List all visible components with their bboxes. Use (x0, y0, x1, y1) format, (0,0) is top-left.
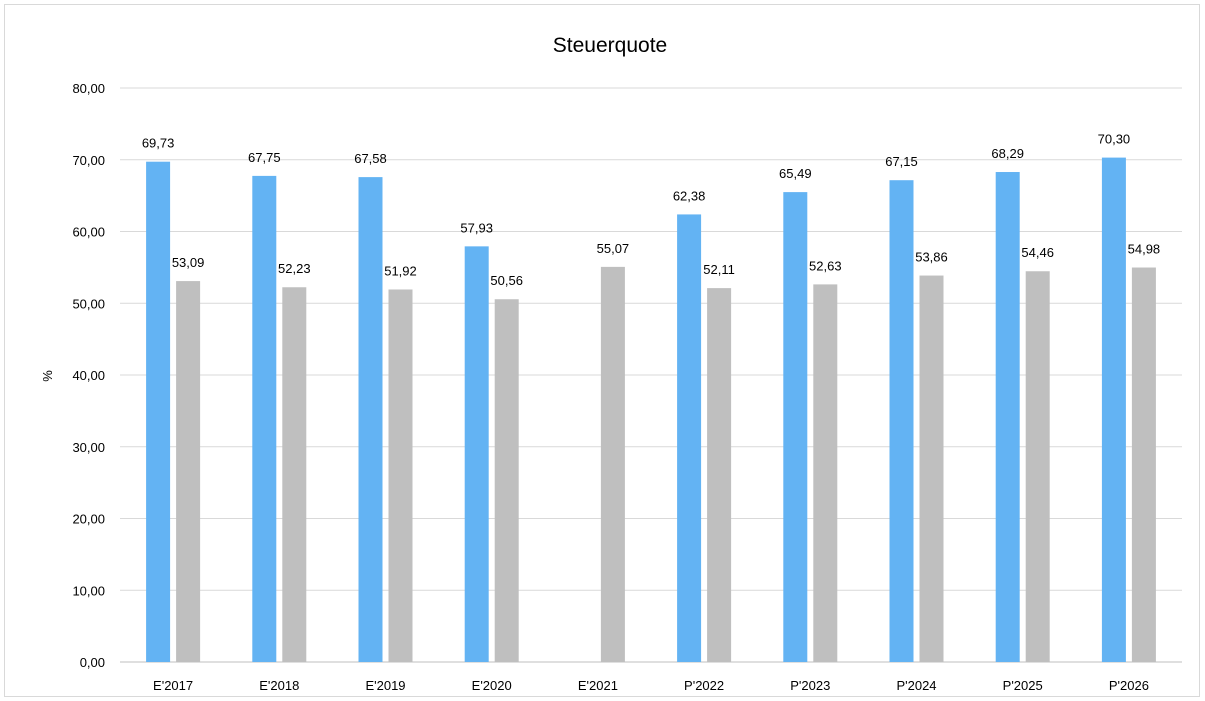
bar-series-1 (146, 161, 171, 662)
data-label: 70,30 (1098, 132, 1131, 147)
bar-series-2 (1025, 271, 1050, 662)
bar-series-1 (358, 177, 383, 662)
bar-series-1 (1101, 157, 1126, 662)
data-label: 53,09 (172, 255, 205, 270)
data-label: 69,73 (142, 136, 175, 151)
bar-series-1 (889, 180, 914, 663)
x-tick-label: P'2022 (684, 678, 724, 693)
bar-series-2 (176, 281, 201, 662)
bar-series-2 (1131, 267, 1156, 662)
data-label: 54,98 (1128, 242, 1161, 257)
x-tick-label: E'2018 (259, 678, 299, 693)
bar-series-1 (252, 175, 277, 663)
data-label: 53,86 (915, 250, 948, 265)
data-label: 52,23 (278, 261, 311, 276)
bar-series-2 (919, 275, 944, 662)
bar-series-2 (388, 289, 413, 662)
y-tick-label: 10,00 (72, 583, 105, 598)
bar-series-1 (995, 172, 1020, 662)
data-labels: 69,73 53,09 67,75 52,23 67,58 51,92 57,93 50,56… (142, 132, 1160, 289)
x-tick-label: P'2023 (790, 678, 830, 693)
data-label: 57,93 (460, 220, 493, 235)
data-label: 51,92 (384, 263, 417, 278)
bar-series-2 (600, 266, 625, 662)
bar-series-2 (282, 287, 307, 662)
data-label: 68,29 (991, 146, 1024, 161)
data-label: 67,58 (354, 151, 387, 166)
x-tick-label: P'2025 (1003, 678, 1043, 693)
y-tick-label: 0,00 (80, 655, 105, 670)
gridlines (120, 87, 1182, 663)
bar-series-1 (783, 192, 808, 662)
data-label: 67,75 (248, 150, 281, 165)
y-tick-label: 20,00 (72, 512, 105, 527)
y-tick-label: 70,00 (72, 153, 105, 168)
data-label: 52,11 (703, 262, 735, 277)
x-tick-label: E'2019 (365, 678, 405, 693)
x-axis-ticks: E'2017 E'2018 E'2019 E'2020 E'2021 P'2022 P'20… (153, 678, 1149, 693)
data-label: 67,15 (885, 154, 918, 169)
x-tick-label: E'2021 (578, 678, 618, 693)
data-label: 65,49 (779, 166, 812, 181)
chart-title: Steuerquote (553, 34, 667, 57)
y-tick-label: 60,00 (72, 225, 105, 240)
bar-series-1 (677, 214, 702, 662)
data-label: 52,63 (809, 258, 842, 273)
data-label: 62,38 (673, 188, 706, 203)
bar-series-2 (494, 299, 519, 662)
x-tick-label: P'2026 (1109, 678, 1149, 693)
y-axis-ticks: 0,00 10,00 20,00 30,00 40,00 50,00 60,00 70,00 8… (72, 81, 105, 670)
y-tick-label: 50,00 (72, 296, 105, 311)
data-label: 54,46 (1021, 245, 1054, 260)
bar-series-2 (707, 288, 732, 662)
bar-series-1 (464, 246, 489, 663)
y-axis-label: % (40, 370, 55, 382)
x-tick-label: E'2017 (153, 678, 193, 693)
bars (146, 157, 1156, 663)
x-tick-label: P'2024 (896, 678, 936, 693)
x-tick-label: E'2020 (472, 678, 512, 693)
y-tick-label: 40,00 (72, 368, 105, 383)
y-tick-label: 30,00 (72, 440, 105, 455)
y-tick-label: 80,00 (72, 81, 105, 96)
bar-series-2 (813, 284, 838, 662)
data-label: 55,07 (597, 241, 630, 256)
data-label: 50,56 (490, 273, 523, 288)
